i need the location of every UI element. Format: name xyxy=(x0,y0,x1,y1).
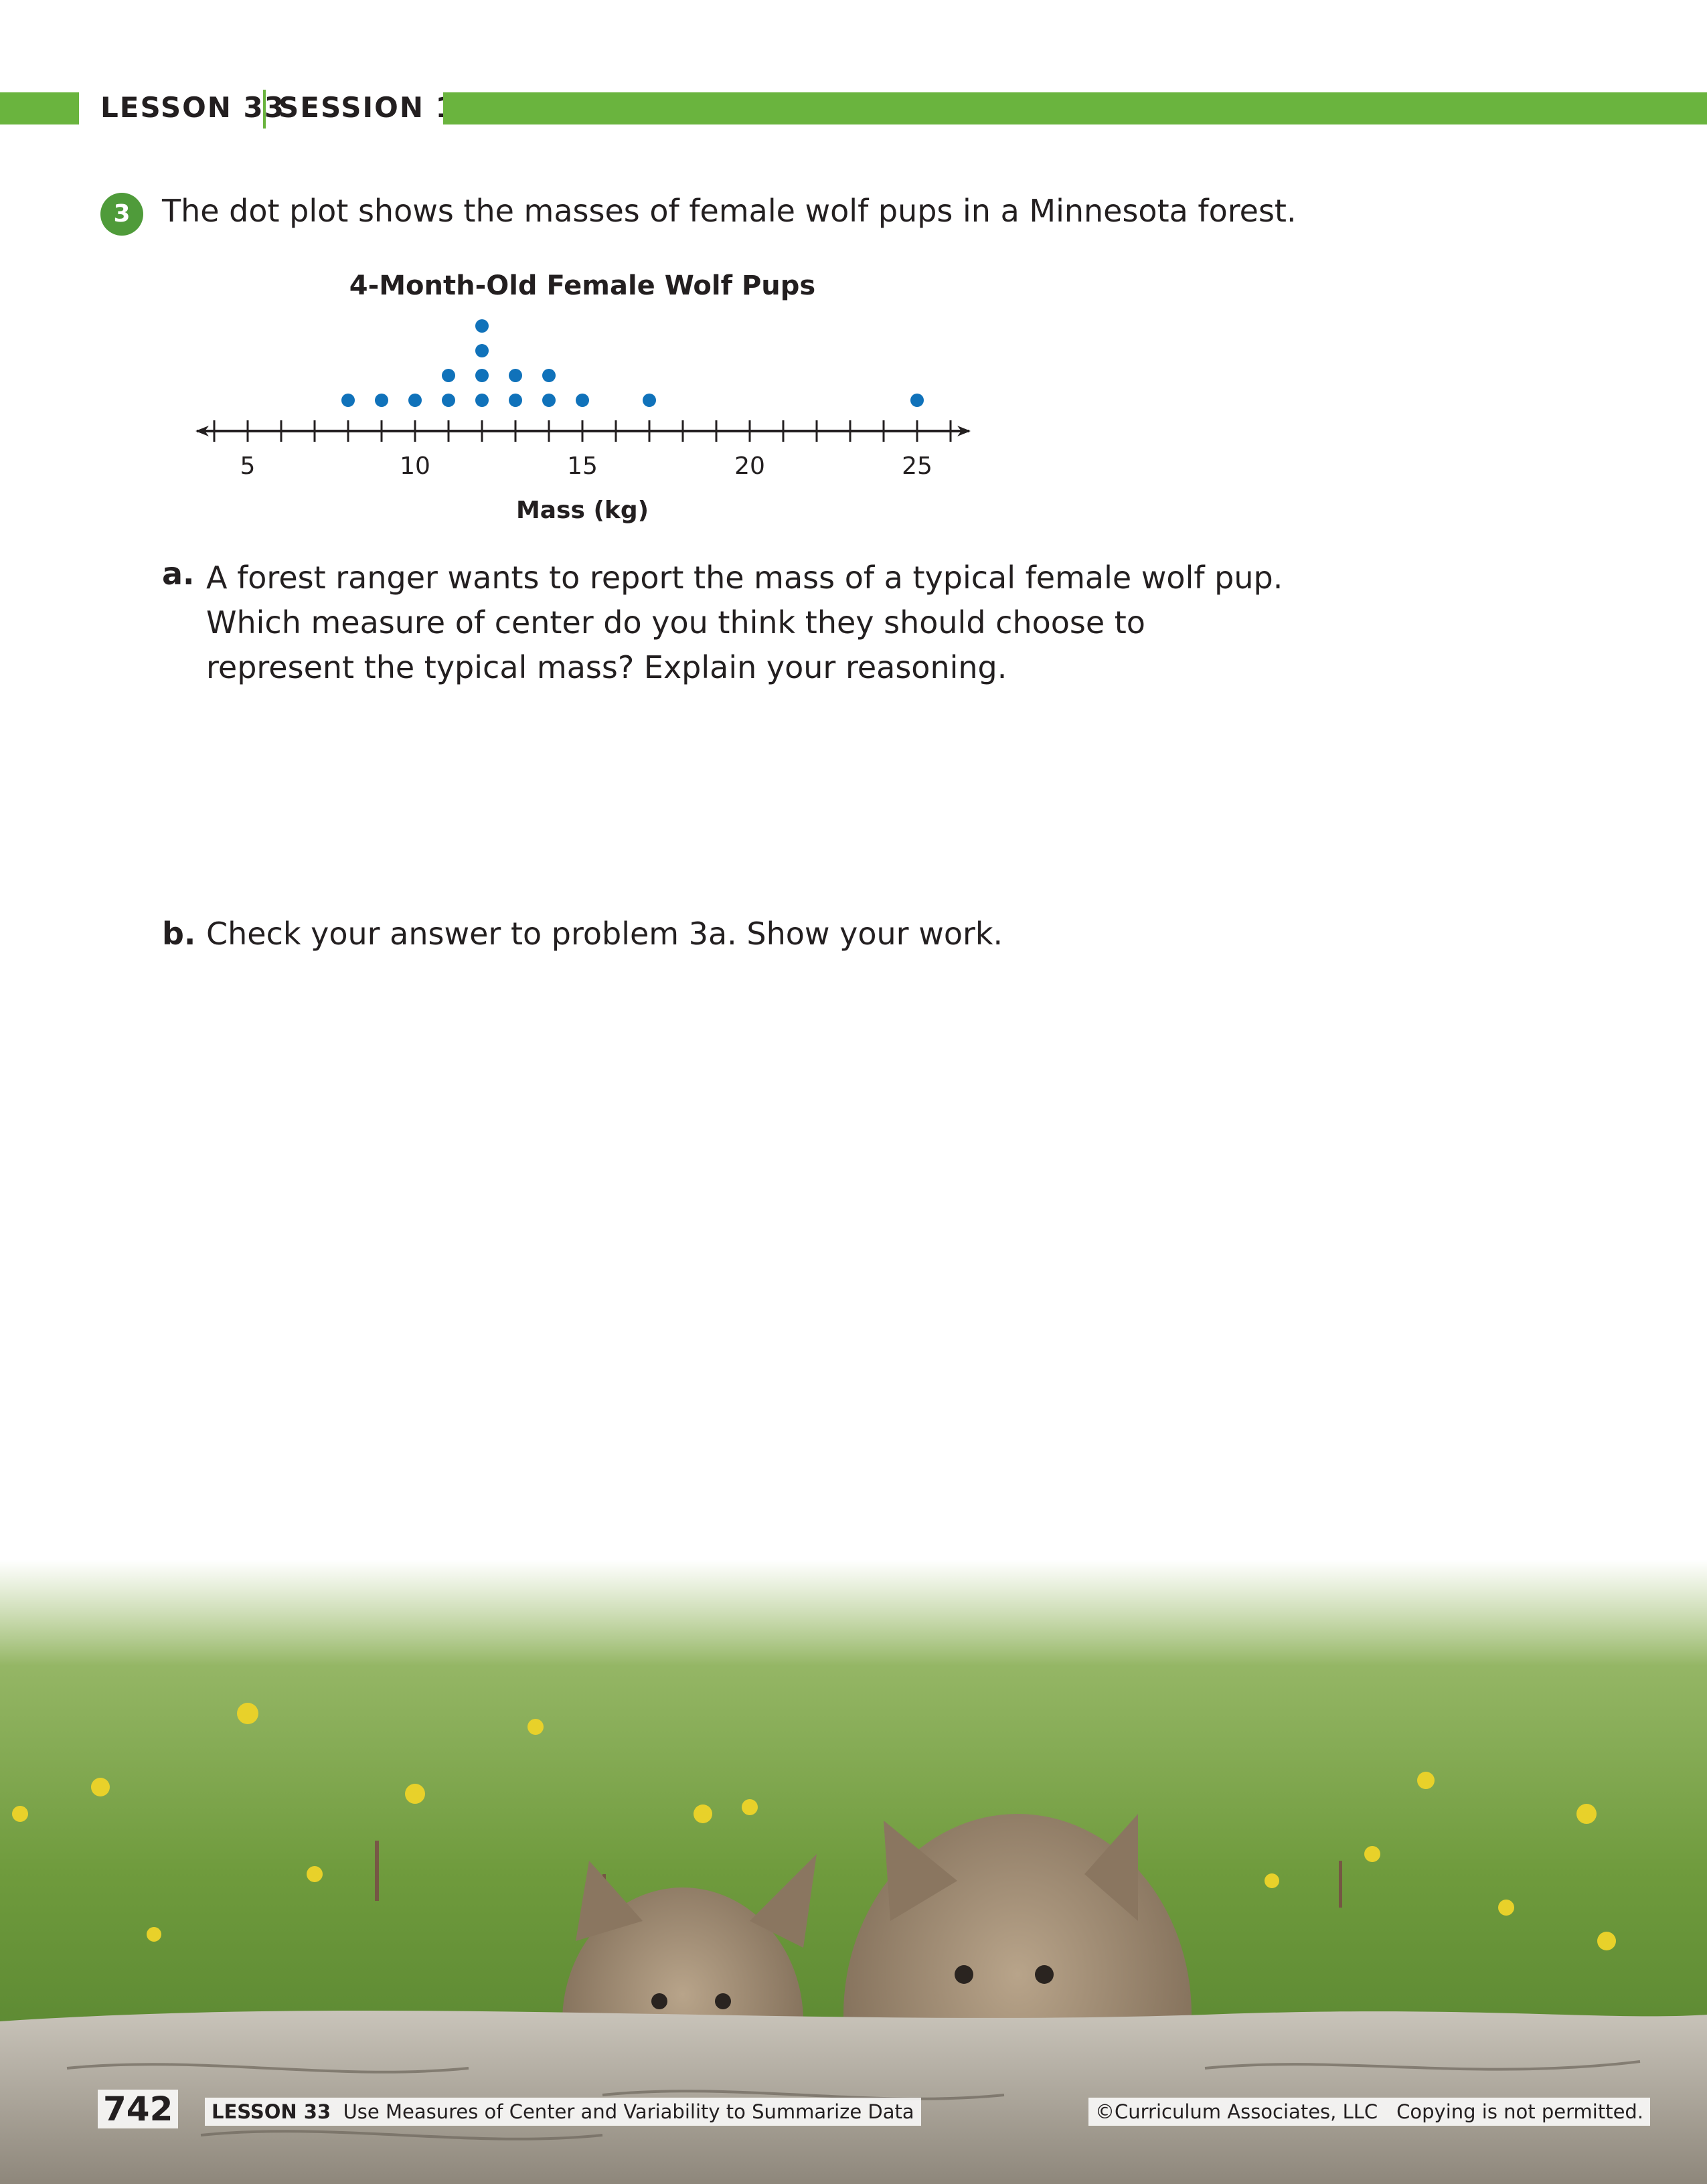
data-dot xyxy=(542,394,556,407)
data-dots xyxy=(341,319,924,407)
header-bar-left xyxy=(0,92,79,124)
part-b-label: b. xyxy=(162,916,196,952)
data-dot xyxy=(341,394,355,407)
data-dot xyxy=(408,394,422,407)
footer-lesson-label: LESSON 33 xyxy=(212,2100,331,2123)
tick-label: 20 xyxy=(734,452,765,480)
tick-label: 5 xyxy=(240,452,256,480)
chart-title: 4-Month-Old Female Wolf Pups xyxy=(349,270,815,301)
part-b-text: Check your answer to problem 3a. Show yo… xyxy=(206,916,1003,952)
tick-label: 10 xyxy=(400,452,430,480)
wolf-pups-photo xyxy=(0,1560,1707,2184)
data-dot xyxy=(375,394,388,407)
question-number-badge: 3 xyxy=(100,193,143,236)
data-dot xyxy=(475,319,489,333)
session-label: SESSION 1 xyxy=(278,91,457,124)
copyright-text: ©Curriculum Associates, LLC xyxy=(1095,2100,1378,2123)
x-axis-label: Mass (kg) xyxy=(516,497,649,524)
data-dot xyxy=(910,394,924,407)
data-dot xyxy=(643,394,656,407)
data-dot xyxy=(475,344,489,357)
data-dot xyxy=(475,369,489,382)
data-dot xyxy=(509,394,522,407)
copy-notice: Copying is not permitted. xyxy=(1396,2100,1644,2123)
tick-label: 25 xyxy=(902,452,932,480)
data-dot xyxy=(442,369,455,382)
tick-labels: 5 10 15 20 25 xyxy=(240,452,932,480)
lesson-label: LESSON 33 xyxy=(100,91,285,124)
tick-label: 15 xyxy=(567,452,598,480)
part-a-text: A forest ranger wants to report the mass… xyxy=(206,560,1283,685)
data-dot xyxy=(509,369,522,382)
header-divider xyxy=(263,90,266,129)
page-number: 742 xyxy=(98,2090,179,2128)
footer-copyright: ©Curriculum Associates, LLC Copying is no… xyxy=(1088,2098,1651,2126)
footer-lesson: LESSON 33 Use Measures of Center and Var… xyxy=(205,2098,921,2126)
dot-plot: 4-Month-Old Female Wolf Pups 5 10 15 20 25 M… xyxy=(195,270,971,524)
question-prompt: The dot plot shows the masses of female … xyxy=(162,193,1297,229)
footer-lesson-title: Use Measures of Center and Variability t… xyxy=(343,2100,914,2123)
data-dot xyxy=(542,369,556,382)
part-a-label: a. xyxy=(162,556,195,592)
data-dot xyxy=(442,394,455,407)
data-dot xyxy=(576,394,589,407)
data-dot xyxy=(475,394,489,407)
tick-marks xyxy=(213,420,952,442)
header-bar-right xyxy=(443,92,1707,124)
